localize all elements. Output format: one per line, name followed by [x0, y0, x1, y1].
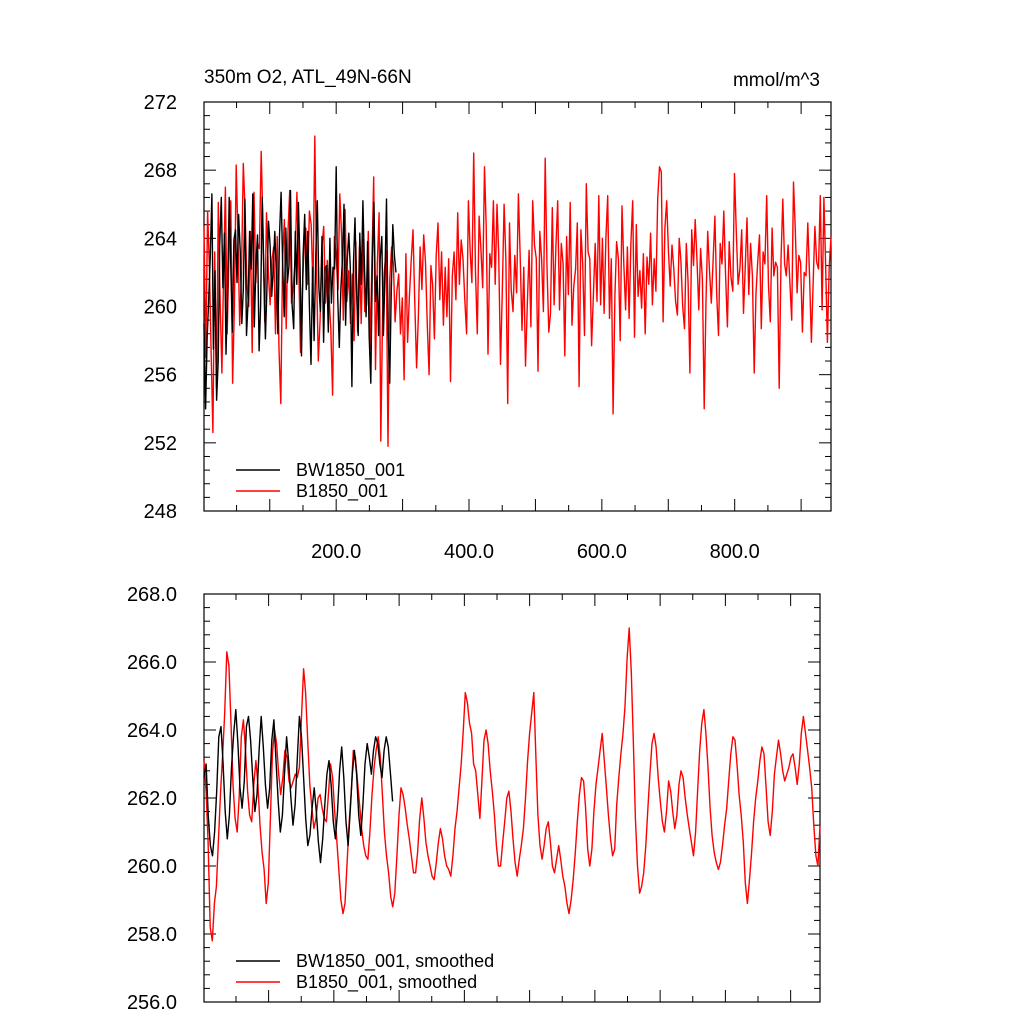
top-series-line-bw1850	[203, 166, 397, 410]
bottom-ytick-label: 266.0	[127, 652, 177, 674]
bottom-ytick-label: 268.0	[127, 584, 177, 606]
top-ytick-label: 256	[144, 365, 177, 387]
bottom-ytick-label: 256.0	[127, 992, 177, 1014]
top-ytick-label: 248	[144, 501, 177, 523]
top-ytick-label: 272	[144, 92, 177, 114]
top-title: 350m O2, ATL_49N-66N	[204, 67, 412, 88]
top-xtick-label: 600.0	[577, 541, 627, 563]
bottom-series-line-b1850	[203, 627, 821, 942]
bottom-series-line-bw1850	[203, 708, 394, 864]
top-xtick-label: 200.0	[311, 541, 361, 563]
top-series-line-b1850	[203, 135, 832, 447]
top-legend-label: B1850_001	[296, 481, 388, 502]
bottom-ytick-label: 260.0	[127, 856, 177, 878]
top-ytick-label: 252	[144, 433, 177, 455]
top-ytick-label: 260	[144, 297, 177, 319]
bottom-legend-label: B1850_001, smoothed	[296, 972, 477, 993]
bottom-panel: 256.0 258.0 260.0 262.0 264.0 266.0 268.0 BW185…	[127, 584, 821, 1014]
top-ytick-label: 264	[144, 228, 177, 250]
top-xtick-label: 400.0	[444, 541, 494, 563]
bottom-legend-label: BW1850_001, smoothed	[296, 951, 494, 972]
top-panel: 350m O2, ATL_49N-66N mmol/m^3 248 252 256 2…	[144, 67, 832, 563]
top-plot-frame	[203, 101, 832, 512]
top-ytick-label: 268	[144, 160, 177, 182]
bottom-ytick-label: 264.0	[127, 720, 177, 742]
top-units-label: mmol/m^3	[733, 70, 820, 91]
top-xtick-label: 800.0	[710, 541, 760, 563]
bottom-ytick-label: 258.0	[127, 924, 177, 946]
bottom-ytick-label: 262.0	[127, 788, 177, 810]
top-legend-label: BW1850_001	[296, 460, 405, 481]
